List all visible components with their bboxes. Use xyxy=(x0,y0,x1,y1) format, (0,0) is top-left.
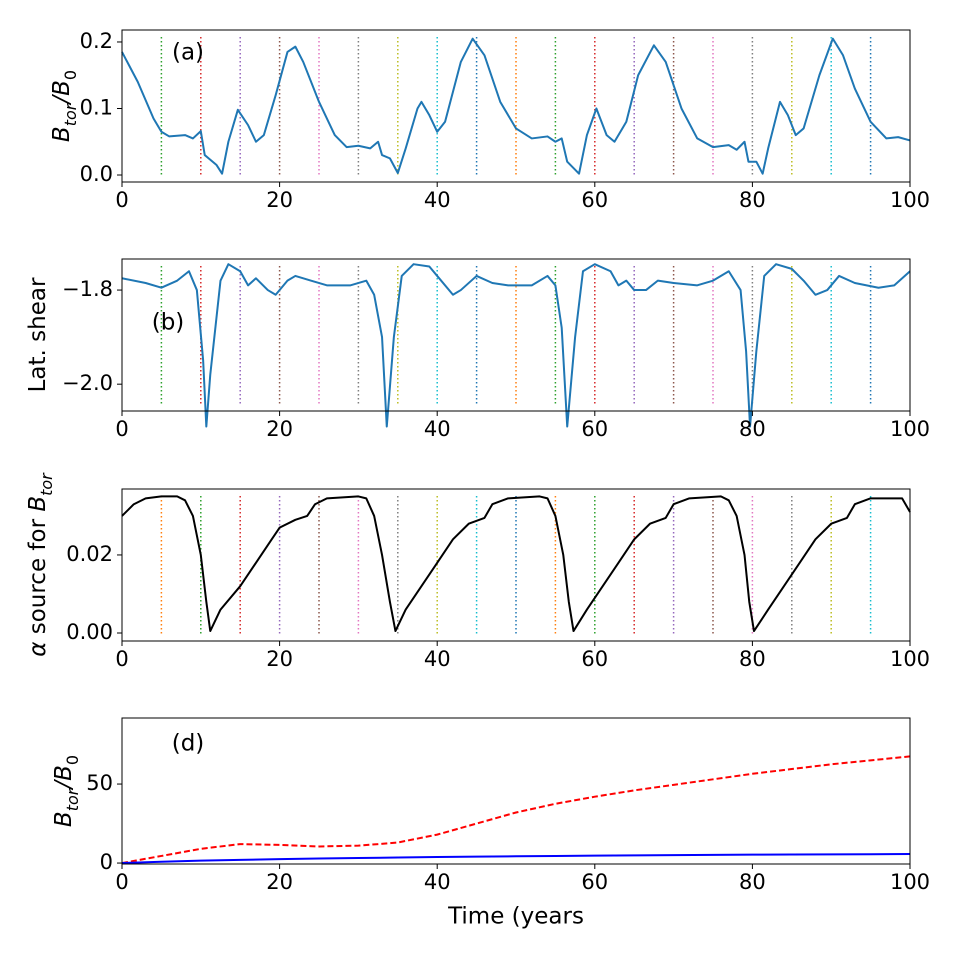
x-tick-label: 80 xyxy=(739,647,766,671)
y-axis-label: α source for Btor xyxy=(25,472,57,657)
x-tick-label: 80 xyxy=(739,188,766,212)
y-axis-label-part: Lat. shear xyxy=(25,277,51,392)
x-tick-label: 80 xyxy=(739,870,766,894)
x-tick-label: 40 xyxy=(424,870,451,894)
y-axis-label-part: tor xyxy=(37,472,56,496)
x-tick-label: 40 xyxy=(424,417,451,441)
data-line xyxy=(121,853,911,865)
x-tick-label: 60 xyxy=(581,647,608,671)
plot-frame xyxy=(121,488,911,642)
x-tick-label: 100 xyxy=(890,188,930,212)
y-axis-label: Lat. shear xyxy=(25,277,51,392)
x-axis-label: Time (years xyxy=(447,904,584,930)
x-tick-label: 0 xyxy=(115,647,128,671)
x-tick-label: 100 xyxy=(890,417,930,441)
x-tick-label: 60 xyxy=(581,870,608,894)
data-line xyxy=(121,37,911,175)
y-axis-label-part: B xyxy=(51,811,77,827)
x-tick-label: 80 xyxy=(739,417,766,441)
y-tick-label: −2.0 xyxy=(62,371,113,395)
y-tick-label: 0 xyxy=(100,850,113,874)
x-tick-label: 20 xyxy=(266,188,293,212)
plot-frame xyxy=(121,717,911,865)
panel-label: (a) xyxy=(172,40,204,66)
y-tick-label: 0.1 xyxy=(80,95,113,119)
y-axis-label-part: B xyxy=(49,80,75,96)
y-axis-label: Btor/B0 xyxy=(49,70,81,142)
y-axis-label-part: B xyxy=(51,765,77,781)
data-line xyxy=(121,495,911,633)
y-axis-label-part: 0 xyxy=(63,755,82,765)
x-tick-label: 100 xyxy=(890,647,930,671)
x-tick-label: 20 xyxy=(266,417,293,441)
x-tick-label: 60 xyxy=(581,417,608,441)
y-tick-label: 0.0 xyxy=(80,162,113,186)
y-tick-label: 0.00 xyxy=(66,620,113,644)
y-axis-label-part: tor xyxy=(63,787,82,811)
y-tick-label: 50 xyxy=(86,771,113,795)
x-tick-label: 60 xyxy=(581,188,608,212)
y-axis-label-part: tor xyxy=(61,102,80,126)
y-axis-label-part: / xyxy=(51,779,77,791)
panel-label: (b) xyxy=(152,310,185,336)
data-line xyxy=(121,755,911,865)
y-axis-label-part: source for xyxy=(25,512,51,642)
x-tick-label: 20 xyxy=(266,647,293,671)
y-axis-label-part: α xyxy=(25,642,51,657)
y-axis-label-part: 0 xyxy=(61,70,80,80)
y-tick-label: −1.8 xyxy=(62,277,113,301)
panel-label: (d) xyxy=(172,731,205,757)
y-axis-label-part: B xyxy=(49,126,75,142)
plot-frame xyxy=(121,258,911,412)
plot-frame xyxy=(121,29,911,183)
x-tick-label: 20 xyxy=(266,870,293,894)
y-tick-label: 0.02 xyxy=(66,542,113,566)
y-axis-label-part: / xyxy=(49,94,75,106)
data-line xyxy=(121,263,911,428)
x-tick-label: 0 xyxy=(115,417,128,441)
y-tick-label: 0.2 xyxy=(80,29,113,53)
y-axis-label-part: B xyxy=(25,496,51,512)
x-tick-label: 0 xyxy=(115,870,128,894)
x-tick-label: 40 xyxy=(424,647,451,671)
x-tick-label: 100 xyxy=(890,870,930,894)
y-axis-label: Btor/B0 xyxy=(51,755,83,827)
x-tick-label: 40 xyxy=(424,188,451,212)
x-tick-label: 0 xyxy=(115,188,128,212)
